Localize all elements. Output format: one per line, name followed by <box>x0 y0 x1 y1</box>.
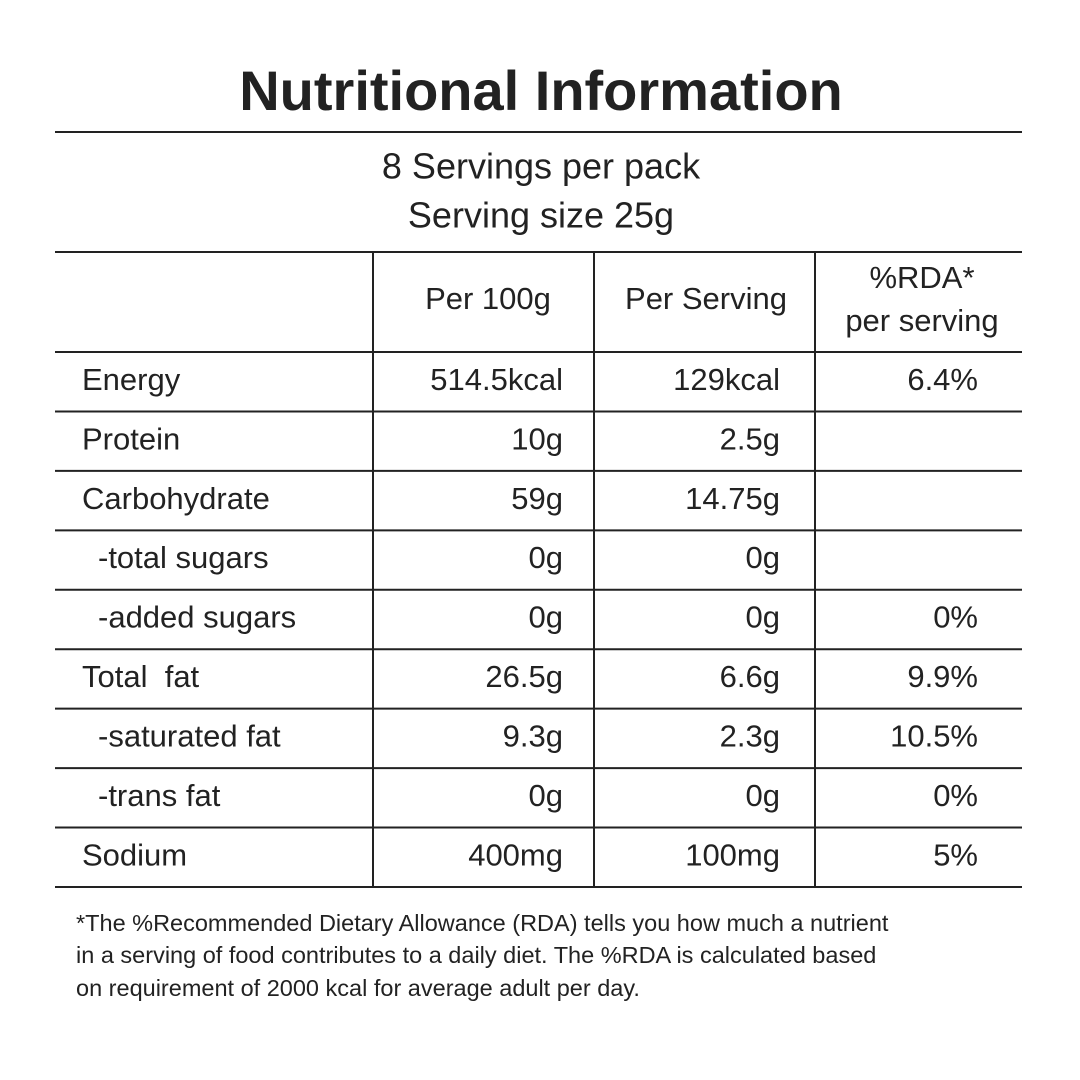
row-label: -total sugars <box>98 540 269 575</box>
row-label: -added sugars <box>98 600 296 635</box>
cell-value: 0g <box>746 540 780 575</box>
cell-value: 129kcal <box>673 362 780 397</box>
row-label: -trans fat <box>98 778 221 813</box>
title: Nutritional Information <box>239 59 843 122</box>
row-label: Total fat <box>82 659 200 694</box>
cell-value: 514.5kcal <box>430 362 563 397</box>
serving-size: Serving size 25g <box>408 195 674 236</box>
cell-value: 6.6g <box>720 659 780 694</box>
cell-value: 10g <box>511 421 563 456</box>
cell-value: 100mg <box>685 837 780 872</box>
cell-value: 59g <box>511 481 563 516</box>
cell-value: 0% <box>933 600 978 635</box>
header-cell: Per 100g <box>425 281 551 316</box>
cell-value: 2.5g <box>720 421 780 456</box>
row-label: Sodium <box>82 837 187 872</box>
cell-value: 0g <box>746 600 780 635</box>
cell-value: 0% <box>933 778 978 813</box>
cell-value: 0g <box>529 778 563 813</box>
cell-value: 2.3g <box>720 719 780 754</box>
row-label: Energy <box>82 362 181 397</box>
header-cell: %RDA* <box>869 260 974 295</box>
footnote: on requirement of 2000 kcal for average … <box>76 975 640 1001</box>
cell-value: 0g <box>529 600 563 635</box>
cell-value: 10.5% <box>890 719 978 754</box>
cell-value: 9.3g <box>503 719 563 754</box>
cell-value: 5% <box>933 837 978 872</box>
footnote: *The %Recommended Dietary Allowance (RDA… <box>76 910 889 936</box>
servings: 8 Servings per pack <box>382 146 701 187</box>
footnote: in a serving of food contributes to a da… <box>76 942 876 968</box>
header-cell: per serving <box>845 303 998 338</box>
cell-value: 26.5g <box>485 659 563 694</box>
row-label: Carbohydrate <box>82 481 270 516</box>
cell-value: 0g <box>529 540 563 575</box>
row-label: Protein <box>82 421 180 456</box>
cell-value: 6.4% <box>907 362 978 397</box>
cell-value: 9.9% <box>907 659 978 694</box>
header-cell: Per Serving <box>625 281 787 316</box>
cell-value: 0g <box>746 778 780 813</box>
row-label: -saturated fat <box>98 719 281 754</box>
cell-value: 400mg <box>468 837 563 872</box>
cell-value: 14.75g <box>685 481 780 516</box>
